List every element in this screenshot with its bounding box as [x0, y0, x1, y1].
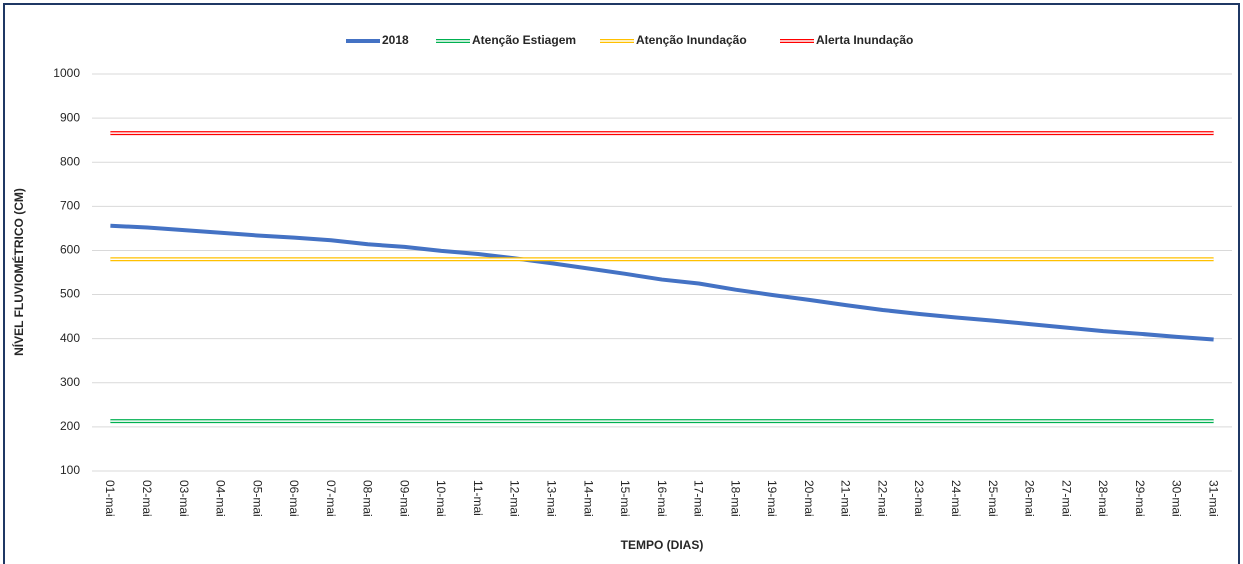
y-tick-label: 300	[60, 375, 80, 389]
legend-label: Atenção Estiagem	[472, 33, 576, 47]
x-tick-label: 16-mai	[655, 480, 669, 517]
legend-label: Alerta Inundação	[816, 33, 913, 47]
x-tick-label: 19-mai	[765, 480, 779, 517]
x-tick-label: 03-mai	[177, 480, 191, 517]
x-tick-label: 04-mai	[214, 480, 228, 517]
x-tick-label: 12-mai	[508, 480, 522, 517]
line	[110, 223, 1214, 342]
x-tick-label: 25-mai	[986, 480, 1000, 517]
y-tick-label: 1000	[53, 66, 80, 80]
x-tick-label: 28-mai	[1096, 480, 1110, 517]
x-tick-label: 22-mai	[875, 480, 889, 517]
x-tick-label: 23-mai	[912, 480, 926, 517]
y-tick-label: 500	[60, 287, 80, 301]
x-tick-label: 17-mai	[692, 480, 706, 517]
x-tick-label: 26-mai	[1023, 480, 1037, 517]
y-tick-label: 800	[60, 154, 80, 168]
x-tick-label: 27-mai	[1059, 480, 1073, 517]
x-tick-label: 09-mai	[397, 480, 411, 517]
y-tick-label: 100	[60, 463, 80, 477]
x-tick-label: 08-mai	[361, 480, 375, 517]
x-tick-label: 24-mai	[949, 480, 963, 517]
legend-label: 2018	[382, 33, 409, 47]
x-tick-label: 05-mai	[250, 480, 264, 517]
x-tick-label: 20-mai	[802, 480, 816, 517]
y-tick-label: 700	[60, 199, 80, 213]
x-tick-label: 21-mai	[839, 480, 853, 517]
x-tick-label: 30-mai	[1170, 480, 1184, 517]
y-tick-label: 900	[60, 110, 80, 124]
legend-label: Atenção Inundação	[636, 33, 747, 47]
frame	[3, 3, 1240, 564]
x-tick-label: 10-mai	[434, 480, 448, 517]
y-tick-label: 200	[60, 419, 80, 433]
x-tick-label: 15-mai	[618, 480, 632, 517]
y-tick-label: 400	[60, 331, 80, 345]
x-tick-label: 02-mai	[140, 480, 154, 517]
x-tick-label: 11-mai	[471, 480, 485, 516]
y-tick-label: 600	[60, 243, 80, 257]
x-tick-label: 29-mai	[1133, 480, 1147, 517]
x-tick-label: 07-mai	[324, 480, 338, 517]
x-tick-label: 18-mai	[728, 480, 742, 517]
x-tick-label: 13-mai	[545, 480, 559, 517]
x-tick-label: 01-mai	[103, 480, 117, 517]
x-tick-label: 06-mai	[287, 480, 301, 517]
x-axis-label: TEMPO (DIAS)	[621, 538, 704, 552]
x-tick-label: 31-mai	[1206, 480, 1220, 517]
y-axis-label: NÍVEL FLUVIOMÉTRICO (CM)	[11, 188, 26, 356]
x-tick-label: 14-mai	[581, 480, 595, 517]
